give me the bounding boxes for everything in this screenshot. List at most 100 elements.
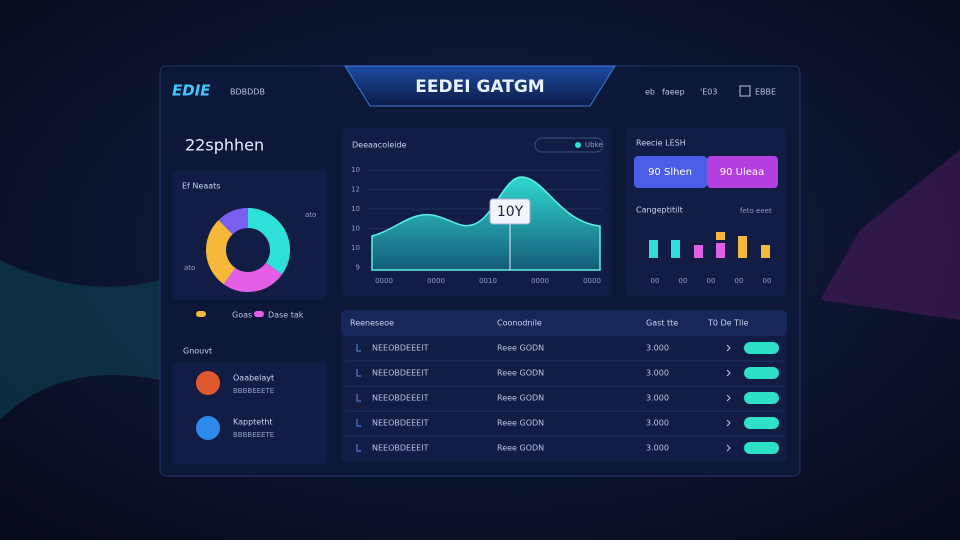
status-pill[interactable]	[744, 342, 779, 354]
section-note: feto eeet	[740, 207, 772, 215]
legend-label: Dase tak	[268, 311, 304, 320]
cell: NEEOBDEEEIT	[372, 419, 429, 428]
status-pill[interactable]	[744, 367, 779, 379]
cell: NEEOBDEEEIT	[372, 344, 429, 353]
y-tick-label: 12	[351, 186, 360, 194]
column-header: T0 De Tlle	[707, 319, 748, 328]
bar	[671, 240, 680, 258]
row-icon	[356, 344, 361, 352]
x-tick-label: 0000	[583, 277, 601, 285]
x-tick-label: 00	[763, 277, 772, 285]
chevron[interactable]	[726, 419, 731, 427]
legend-pill[interactable]	[534, 137, 604, 153]
section-title: Gnouvt	[183, 347, 212, 356]
cell: 3.000	[646, 419, 669, 428]
tooltip-text: 10Y	[497, 204, 524, 220]
x-tick-label: 0010	[479, 277, 497, 285]
cell: NEEOBDEEEIT	[372, 369, 429, 378]
bar	[761, 245, 770, 258]
item-title[interactable]: Kapptetht	[233, 418, 273, 427]
calendar-icon[interactable]	[739, 85, 751, 97]
bar	[649, 240, 658, 258]
sidebar-title: 22sphhen	[185, 136, 264, 155]
stats-title: Reecie LESH	[636, 139, 686, 148]
cell: Reee GODN	[497, 394, 544, 403]
chevron[interactable]	[726, 344, 731, 352]
item-icon	[196, 416, 220, 440]
area	[371, 176, 601, 271]
chevron[interactable]	[726, 444, 731, 452]
legend-label: Ubke	[585, 141, 603, 149]
x-tick-label: 00	[707, 277, 716, 285]
cell: Reee GODN	[497, 344, 544, 353]
cell: 3.000	[646, 444, 669, 453]
cell: NEEOBDEEEIT	[372, 394, 429, 403]
axis-label: ato	[184, 264, 195, 272]
chevron[interactable]	[726, 394, 731, 402]
status-pill[interactable]	[744, 392, 779, 404]
glow	[0, 260, 160, 420]
y-tick-label: 10	[351, 205, 360, 213]
header-text[interactable]: eb	[645, 88, 655, 97]
chevron[interactable]	[726, 369, 731, 377]
y-tick-label: 10	[351, 225, 360, 233]
header-text[interactable]: EBBE	[755, 88, 776, 97]
button[interactable]	[707, 156, 778, 188]
column-header: Reeneseoe	[350, 319, 394, 328]
bar	[716, 232, 725, 240]
chart-title: Deeaacoleide	[352, 141, 407, 150]
glow	[820, 150, 960, 320]
section-title: Cangeptitilt	[636, 206, 683, 215]
item-icon	[196, 371, 220, 395]
header-tab	[344, 65, 616, 107]
donut-segment	[206, 208, 290, 292]
status-pill[interactable]	[744, 442, 779, 454]
logo-sub: BDBDDB	[230, 88, 265, 97]
cell: 3.000	[646, 369, 669, 378]
donut-segment	[206, 208, 290, 292]
donut-segment	[206, 208, 290, 292]
cell: 3.000	[646, 344, 669, 353]
row-icon	[356, 394, 361, 402]
table-header	[341, 310, 787, 336]
x-tick-label: 00	[735, 277, 744, 285]
bar	[716, 243, 725, 258]
button-label[interactable]: 90 Uleaa	[720, 167, 764, 178]
item-sub: BBBBEEETE	[233, 431, 274, 439]
header-title: EEDEI GATGM	[415, 77, 544, 97]
axis-label: ato	[305, 211, 316, 219]
x-tick-label: 0000	[531, 277, 549, 285]
bar	[694, 245, 703, 258]
cell: 3.000	[646, 394, 669, 403]
y-tick-label: 10	[351, 166, 360, 174]
cell: Reee GODN	[497, 369, 544, 378]
legend-swatch	[254, 311, 264, 317]
x-tick-label: 00	[679, 277, 688, 285]
column-header: Coonodnile	[497, 319, 542, 328]
x-tick-label: 0000	[427, 277, 445, 285]
status-pill[interactable]	[744, 417, 779, 429]
tooltip	[489, 198, 531, 225]
item-title[interactable]: Oaabelayt	[233, 374, 274, 383]
header-text[interactable]: 'E03	[700, 88, 717, 97]
y-tick-label: 10	[351, 244, 360, 252]
logo: EDIE	[172, 82, 211, 100]
x-tick-label: 00	[651, 277, 660, 285]
header-text[interactable]: faeep	[662, 88, 685, 97]
chart-card	[341, 128, 612, 296]
y-tick-label: 9	[356, 264, 360, 272]
legend-dot	[575, 142, 581, 148]
row-icon	[356, 369, 361, 377]
item-sub: BBBBEEETE	[233, 387, 274, 395]
button-label[interactable]: 90 Slhen	[648, 167, 692, 178]
button[interactable]	[634, 156, 707, 188]
column-header: Gast tte	[646, 319, 678, 328]
row-icon	[356, 444, 361, 452]
cell: Reee GODN	[497, 444, 544, 453]
row-icon	[356, 419, 361, 427]
card-title: Ef Neaats	[182, 182, 220, 191]
legend-swatch	[196, 311, 206, 317]
bar	[738, 236, 747, 258]
